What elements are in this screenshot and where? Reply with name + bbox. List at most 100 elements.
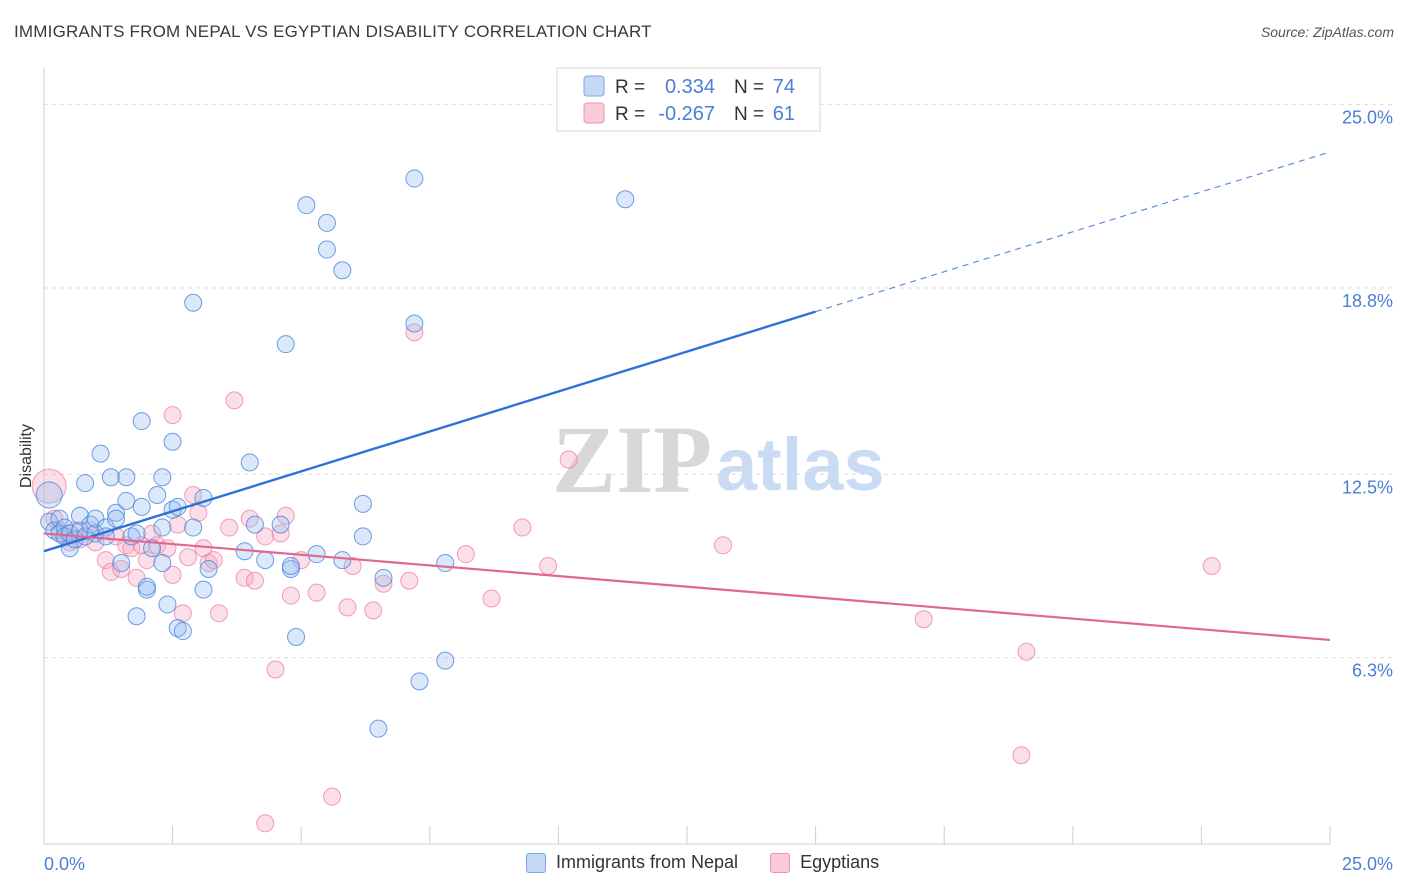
nepal-point — [184, 518, 203, 537]
nepal-point — [127, 524, 146, 543]
egyptians-trend-line — [43, 532, 1331, 642]
egyptians-point — [179, 548, 198, 567]
egyptians-point — [245, 571, 264, 590]
egyptians-point — [220, 518, 239, 537]
nepal-point — [271, 515, 290, 534]
egyptians-point — [209, 604, 228, 623]
legend-label-nepal: Immigrants from Nepal — [556, 852, 739, 872]
egyptians-point — [199, 554, 218, 573]
egyptians-point — [127, 568, 146, 587]
egyptians-point — [163, 406, 182, 425]
nepal-point — [333, 261, 352, 280]
nepal-point — [60, 524, 79, 543]
nepal-point — [199, 559, 218, 578]
egyptians-point — [31, 468, 67, 504]
tick-labels: 6.3% 12.5% 18.8% 25.0% 0.0% 25.0% — [44, 108, 1393, 874]
nepal-point — [112, 554, 131, 573]
grid — [44, 104, 1392, 659]
legend-swatch-egyptians — [770, 852, 791, 873]
egyptians-point — [323, 787, 342, 806]
nepal-point — [127, 607, 146, 626]
nepal-trend-extension — [815, 151, 1331, 313]
legend-r-label: R = — [615, 77, 645, 98]
egyptians-point — [276, 506, 295, 525]
egyptians-point — [266, 660, 285, 679]
nepal-point — [256, 551, 275, 570]
legend-swatch-nepal — [526, 852, 546, 873]
nepal-point — [410, 672, 429, 691]
nepal-point — [50, 509, 69, 528]
egyptians-points — [31, 323, 1221, 833]
y-tick-label: 18.8% — [1342, 291, 1393, 311]
watermark-zip: ZIP — [552, 406, 712, 513]
egyptians-point — [482, 589, 501, 608]
legend-item-egyptians[interactable]: Egyptians — [770, 852, 879, 873]
nepal-point — [276, 335, 295, 354]
nepal-point — [287, 627, 306, 646]
nepal-point — [353, 494, 372, 513]
x-tick-label-start: 0.0% — [44, 854, 85, 874]
nepal-point — [117, 468, 136, 487]
egyptians-point — [374, 574, 393, 593]
nepal-point — [86, 509, 105, 528]
legend-label-egyptians: Egyptians — [800, 852, 880, 872]
nepal-point — [173, 622, 192, 641]
egyptians-point — [400, 571, 419, 590]
egyptians-point — [256, 527, 275, 546]
legend-item-nepal[interactable]: Immigrants from Nepal — [526, 852, 738, 873]
egyptians-point — [96, 551, 115, 570]
egyptians-point — [184, 486, 203, 505]
watermark: ZIP atlas — [552, 406, 885, 513]
legend-bottom: Immigrants from Nepal Egyptians — [526, 852, 901, 873]
nepal-point — [184, 293, 203, 312]
nepal-point — [35, 481, 63, 509]
nepal-point — [297, 196, 316, 215]
nepal-point — [333, 551, 352, 570]
nepal-point — [163, 432, 182, 451]
egyptians-point — [539, 556, 558, 575]
egyptians-point — [256, 814, 275, 833]
nepal-point — [101, 468, 120, 487]
nepal-point — [158, 595, 177, 614]
nepal-point — [40, 512, 59, 531]
source-label: Source: ZipAtlas.com — [1260, 24, 1394, 40]
legend-r-value: -0.267 — [658, 103, 715, 125]
nepal-point — [307, 545, 326, 564]
legend-n-value: 74 — [773, 76, 795, 98]
nepal-point — [153, 468, 172, 487]
nepal-point — [317, 213, 336, 232]
nepal-point — [91, 444, 110, 463]
nepal-point — [317, 240, 336, 259]
egyptians-point — [204, 551, 223, 570]
nepal-point — [153, 554, 172, 573]
nepal-point — [107, 503, 126, 522]
nepal-point — [76, 474, 95, 493]
nepal-point — [245, 515, 264, 534]
nepal-points — [35, 169, 635, 738]
nepal-point — [353, 527, 372, 546]
watermark-atlas: atlas — [716, 423, 885, 506]
egyptians-point — [456, 545, 475, 564]
egyptians-point — [148, 536, 167, 555]
nepal-point — [194, 580, 213, 599]
nepal-point — [148, 486, 167, 505]
legend-n-label: N = — [734, 104, 764, 125]
nepal-point — [369, 719, 388, 738]
egyptians-point — [343, 556, 362, 575]
nepal-point — [281, 556, 300, 575]
y-tick-label: 25.0% — [1342, 108, 1393, 128]
axes — [43, 68, 1331, 845]
nepal-point — [374, 568, 393, 587]
legend-n-label: N = — [734, 77, 764, 98]
nepal-point — [405, 169, 424, 188]
legend-n-value: 61 — [773, 103, 795, 125]
egyptians-point — [137, 551, 156, 570]
egyptians-point — [240, 509, 259, 528]
y-tick-label: 12.5% — [1342, 477, 1393, 497]
nepal-point — [137, 577, 156, 596]
chart-title: IMMIGRANTS FROM NEPAL VS EGYPTIAN DISABI… — [14, 22, 652, 41]
egyptians-point — [338, 598, 357, 617]
egyptians-point — [364, 601, 383, 620]
nepal-point — [81, 515, 100, 534]
